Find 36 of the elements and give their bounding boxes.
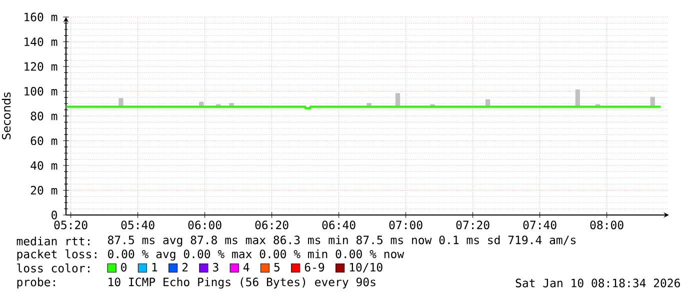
y-axis-title: Seconds [2,92,11,140]
bar [575,89,580,107]
x-tick-label: 07:00 [389,220,422,230]
y-tick-label: 0 [52,210,57,220]
x-tick-label: 06:00 [188,220,222,230]
legend-label: 6-9 [304,262,324,272]
y-tick-label: 80 m [30,112,58,120]
y-tick-label: 120 m [24,62,58,71]
x-tick-label: 07:20 [456,220,490,230]
x-tick-label: 06:20 [255,220,288,230]
x-tick-label: 06:40 [322,220,356,230]
legend-label: 1 [152,262,158,272]
x-tick-label: 07:40 [523,220,556,230]
text: probe: [17,277,55,289]
text: 87.5 ms avg 87.8 ms max 86.3 ms min 87.5 ms now 0.1 ms sd 719.4 am/s [108,235,576,247]
y-tick-label: 100 m [24,86,58,96]
y-tick-label: 60 m [30,136,58,146]
text: 0.00 % avg 0.00 % max 0.00 % min 0.00 % now [108,249,404,261]
text: Sat Jan 10 08:18:34 2026 [516,278,680,288]
legend-label: 4 [243,262,250,272]
x-tick-label: 05:40 [121,220,154,230]
x-tick-label: 08:00 [590,220,624,230]
legend-label: 3 [213,262,218,272]
text: packet loss: [17,249,96,261]
legend-label: 2 [182,262,188,272]
text: 10 ICMP Echo Pings (56 Bytes) every 90s [108,277,376,289]
y-tick-label: 160 m [24,12,58,22]
y-tick-label: 20 m [30,186,58,195]
legend-label: 5 [274,262,280,272]
text: median rtt: [16,236,90,246]
legend-title: loss color: [17,264,90,272]
y-tick-label: 40 m [30,161,58,170]
legend-label: 10/10 [350,262,382,272]
legend-label: 0 [121,262,126,272]
x-tick-label: 05:20 [54,220,88,230]
y-tick-label: 140 m [24,37,58,46]
